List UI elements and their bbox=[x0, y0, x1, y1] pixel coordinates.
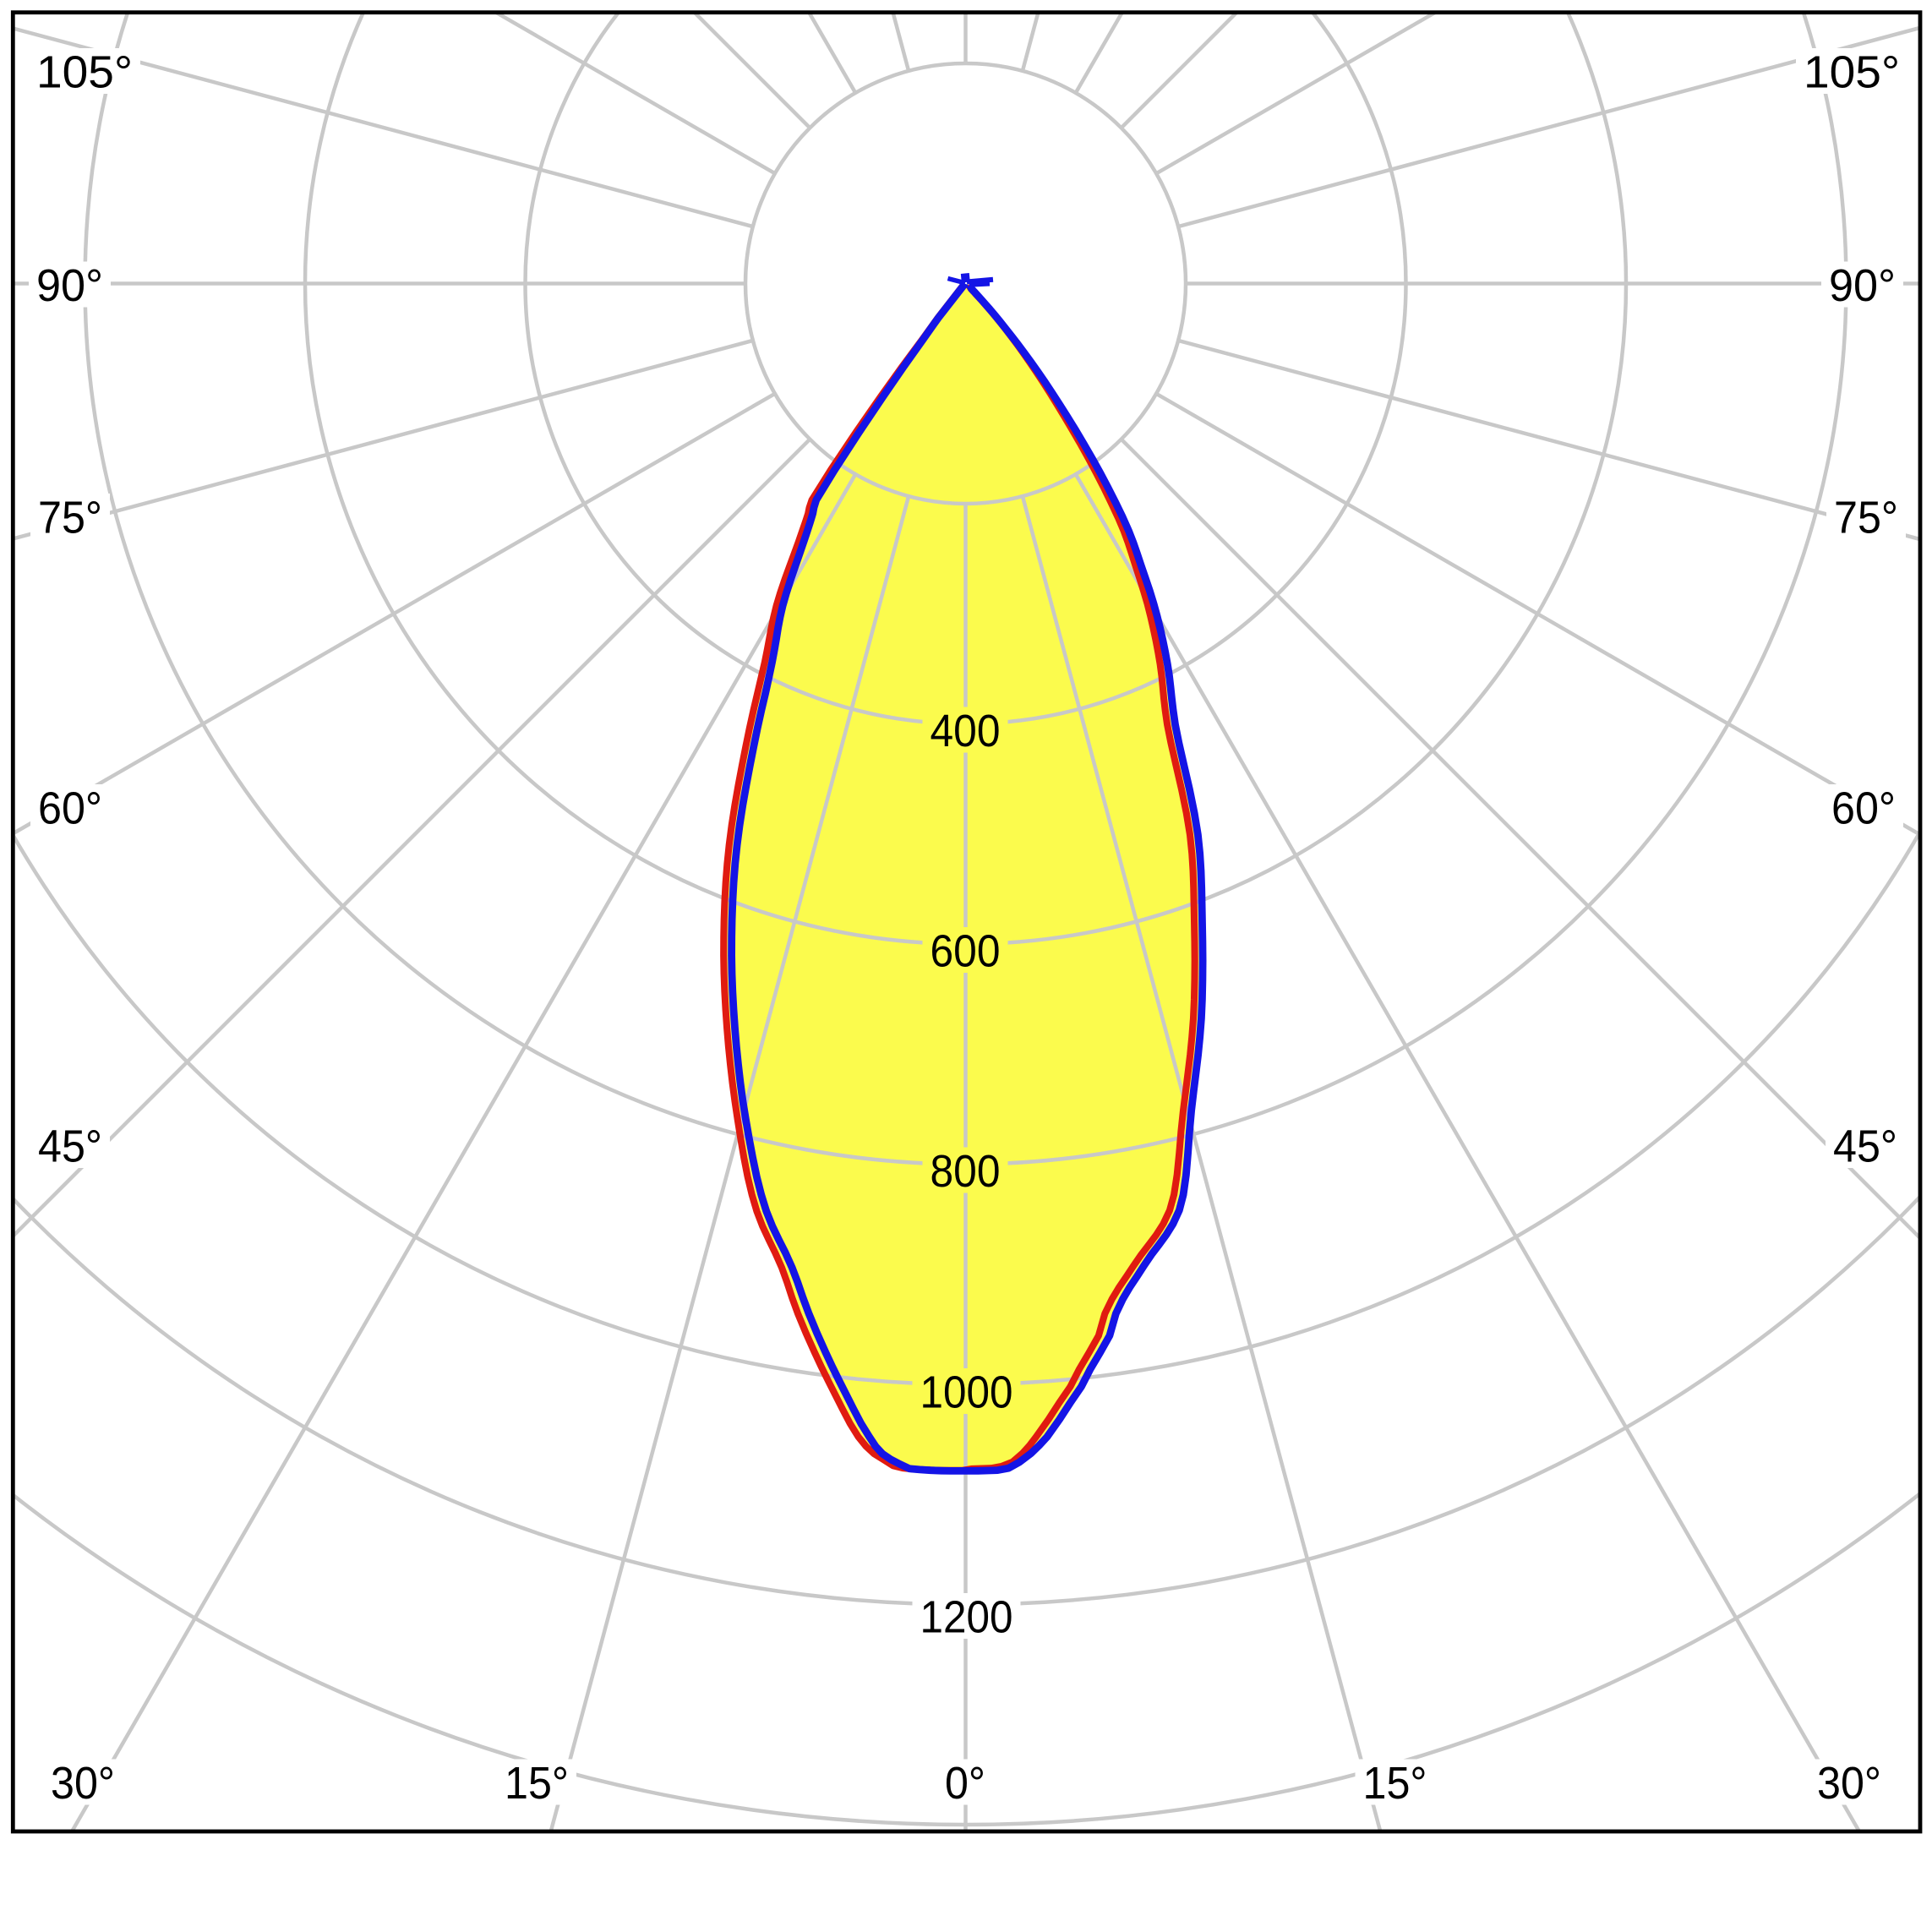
svg-text:75°: 75° bbox=[38, 492, 102, 543]
svg-text:1200: 1200 bbox=[920, 1591, 1013, 1642]
svg-text:60°: 60° bbox=[1831, 783, 1896, 833]
svg-text:1000: 1000 bbox=[920, 1367, 1013, 1417]
svg-text:105°: 105° bbox=[1804, 46, 1900, 97]
svg-text:90°: 90° bbox=[36, 260, 103, 311]
svg-text:0°: 0° bbox=[945, 1758, 985, 1809]
svg-text:30°: 30° bbox=[51, 1758, 115, 1809]
svg-text:45°: 45° bbox=[1833, 1121, 1897, 1171]
svg-text:45°: 45° bbox=[38, 1121, 102, 1171]
svg-text:60°: 60° bbox=[38, 783, 102, 833]
svg-text:75°: 75° bbox=[1834, 492, 1898, 543]
svg-text:15°: 15° bbox=[1363, 1758, 1427, 1809]
svg-text:600: 600 bbox=[931, 925, 1001, 976]
svg-text:30°: 30° bbox=[1817, 1758, 1881, 1809]
svg-text:15°: 15° bbox=[505, 1758, 569, 1809]
svg-text:400: 400 bbox=[931, 706, 1001, 756]
svg-text:105°: 105° bbox=[36, 46, 133, 97]
svg-text:800: 800 bbox=[931, 1146, 1001, 1197]
svg-text:90°: 90° bbox=[1829, 260, 1896, 311]
